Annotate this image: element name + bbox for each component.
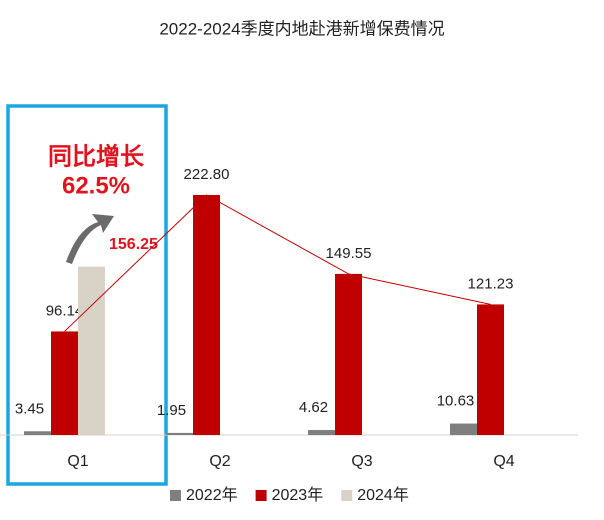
bar — [78, 266, 105, 435]
bar — [51, 331, 78, 435]
legend-label: 2024年 — [357, 486, 409, 504]
x-tick-label: Q4 — [493, 453, 514, 470]
legend-label: 2023年 — [272, 486, 324, 504]
annotation: 同比增长 — [48, 142, 145, 170]
legend-swatch — [341, 490, 353, 501]
bar — [450, 423, 477, 435]
chart-title: 2022-2024季度内地赴港新增保费情况 — [159, 19, 444, 38]
x-tick-label: Q1 — [67, 453, 88, 470]
legend-swatch — [170, 490, 181, 501]
x-tick-label: Q3 — [351, 453, 372, 470]
trend-line — [64, 194, 491, 332]
bar — [24, 431, 51, 435]
bar — [193, 195, 220, 435]
value-label: 3.45 — [15, 400, 44, 417]
legend-swatch — [255, 490, 267, 501]
value-label: 149.55 — [326, 245, 372, 262]
value-label: 222.80 — [184, 166, 230, 183]
value-label: 1.95 — [157, 402, 186, 419]
value-label: 156.25 — [109, 236, 158, 253]
bar — [335, 273, 362, 435]
annotation: 62.5% — [62, 172, 130, 199]
bar — [308, 430, 335, 435]
highlight-box — [6, 104, 168, 486]
value-label: 10.63 — [437, 393, 475, 410]
value-label: 121.23 — [468, 275, 514, 292]
value-label: 4.62 — [299, 399, 328, 416]
bar — [477, 304, 504, 435]
value-label: 96.14 — [46, 302, 84, 319]
x-tick-label: Q2 — [209, 453, 230, 470]
growth-arrow — [66, 214, 114, 264]
legend-label: 2022年 — [186, 486, 238, 504]
bar — [166, 432, 193, 435]
